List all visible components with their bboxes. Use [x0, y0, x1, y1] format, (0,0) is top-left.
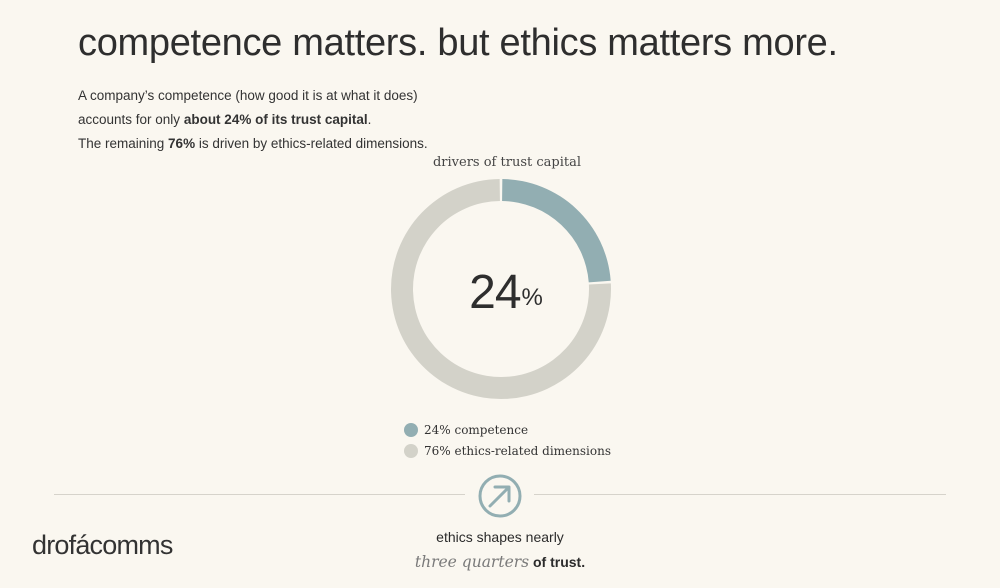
tagline-end: of trust. — [529, 554, 586, 570]
legend-label-ethics: 76% ethics-related dimensions — [424, 443, 611, 458]
intro-line-2: accounts for only about 24% of its trust… — [78, 112, 372, 127]
headline: competence matters. but ethics matters m… — [78, 22, 838, 64]
brand-logo: drofácomms — [32, 530, 173, 560]
tagline: ethics shapes nearly three quarters of t… — [0, 525, 1000, 575]
legend-item-ethics: 76% ethics-related dimensions — [404, 440, 611, 461]
chart-title: drivers of trust capital — [432, 155, 581, 170]
donut-center-value: 24 % — [390, 178, 622, 400]
tagline-line-1: ethics shapes nearly — [436, 529, 564, 545]
center-percent-sign: % — [521, 284, 543, 311]
legend-label-competence: 24% competence — [424, 422, 529, 437]
chart-legend: 24% competence 76% ethics-related dimens… — [404, 419, 611, 461]
donut-slice-competence — [502, 179, 611, 283]
divider-right — [534, 494, 946, 495]
divider-left — [54, 494, 465, 495]
intro-highlight-76: 76% — [168, 136, 196, 151]
tagline-line-2: three quarters of trust. — [0, 550, 1000, 575]
center-number: 24 — [469, 265, 521, 319]
legend-swatch-competence — [404, 422, 418, 437]
intro-line-1: A company’s competence (how good it is a… — [78, 88, 418, 103]
circle-arrow-up-right-icon — [478, 474, 522, 518]
intro-line-3: The remaining 76% is driven by ethics-re… — [78, 136, 428, 151]
donut-chart — [390, 179, 611, 399]
legend-item-competence: 24% competence — [404, 419, 611, 440]
legend-swatch-ethics — [404, 443, 418, 458]
intro-highlight-24: about 24% of its trust capital — [183, 112, 368, 127]
tagline-emphasis: three quarters — [414, 553, 530, 571]
intro-text: A company’s competence (how good it is a… — [78, 84, 428, 156]
